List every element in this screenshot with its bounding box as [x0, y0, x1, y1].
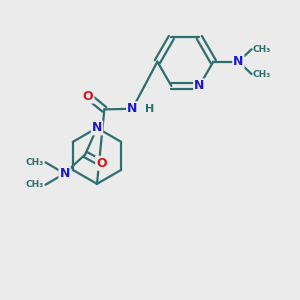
Text: O: O [96, 157, 107, 170]
Text: CH₃: CH₃ [253, 45, 271, 54]
Text: H: H [145, 104, 154, 114]
Text: CH₃: CH₃ [253, 70, 271, 79]
Text: CH₃: CH₃ [26, 180, 44, 189]
Text: N: N [92, 122, 102, 134]
Text: N: N [194, 80, 205, 92]
Text: N: N [59, 167, 70, 180]
Text: N: N [233, 55, 244, 68]
Text: O: O [83, 90, 94, 103]
Text: CH₃: CH₃ [26, 158, 44, 167]
Text: N: N [127, 102, 137, 115]
